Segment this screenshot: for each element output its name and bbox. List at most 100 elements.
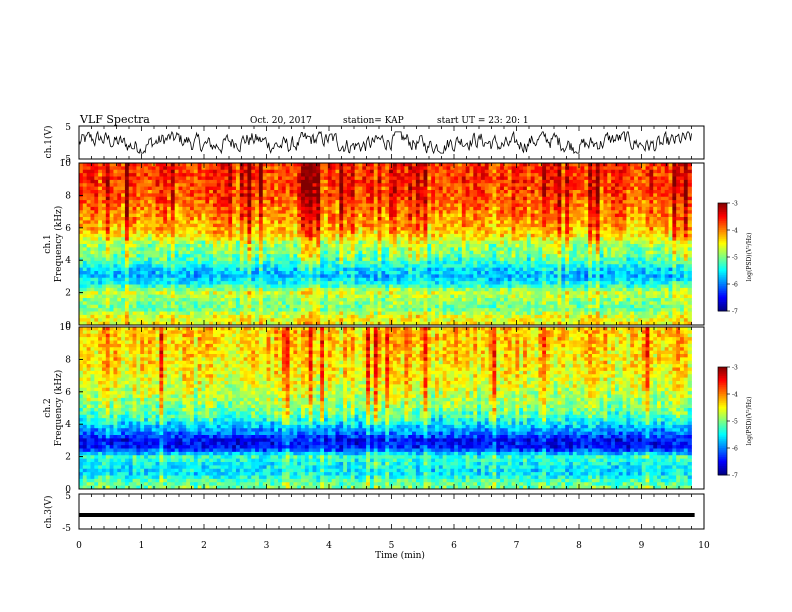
ch1-spectrogram-cell	[611, 251, 615, 255]
ch1-spectrogram-cell	[580, 254, 584, 258]
ch1-spectrogram-cell	[167, 163, 171, 167]
ch1-spectrogram-cell	[194, 200, 198, 204]
ch1-spectrogram-cell	[546, 163, 550, 167]
ch1-spectrogram-cell	[270, 197, 274, 201]
ch1-spectrogram-cell	[626, 220, 630, 224]
ch1-spectrogram-cell	[515, 234, 519, 238]
ch1-spectrogram-cell	[171, 166, 175, 170]
ch1-spectrogram-cell	[129, 170, 133, 174]
ch1-spectrogram-cell	[244, 163, 248, 167]
ch1-spectrogram-cell	[362, 190, 366, 194]
ch1-spectrogram-cell	[186, 180, 190, 184]
ch1-spectrogram-cell	[232, 210, 236, 214]
ch1-spectrogram-cell	[381, 258, 385, 262]
ch1-spectrogram-cell	[397, 234, 401, 238]
ch1-spectrogram-cell	[596, 247, 600, 251]
ch1-spectrogram-cell	[247, 183, 251, 187]
ch1-spectrogram-cell	[370, 166, 374, 170]
ch1-spectrogram-cell	[657, 204, 661, 208]
ch1-spectrogram-cell	[343, 234, 347, 238]
ch1-spectrogram-cell	[332, 180, 336, 184]
ch1-spectrogram-cell	[263, 170, 267, 174]
ch1-spectrogram-cell	[79, 237, 83, 241]
ch1-spectrogram-cell	[374, 258, 378, 262]
ch1-spectrogram-cell	[665, 217, 669, 221]
ch1-spectrogram-cell	[508, 237, 512, 241]
ch1-spectrogram-cell	[642, 258, 646, 262]
ch1-spectrogram-cell	[251, 197, 255, 201]
ch1-spectrogram-cell	[653, 247, 657, 251]
ch1-spectrogram-cell	[412, 190, 416, 194]
ch1-spectrogram-cell	[351, 197, 355, 201]
ch1-spectrogram-cell	[473, 258, 477, 262]
ch1-spectrogram-cell	[657, 261, 661, 265]
ch1-spectrogram-cell	[140, 241, 144, 245]
ch1-spectrogram-cell	[232, 217, 236, 221]
ch1-spectrogram-cell	[209, 166, 213, 170]
ch1-spectrogram-cell	[649, 163, 653, 167]
ch1-spectrogram-cell	[87, 200, 91, 204]
ch1-spectrogram-cell	[98, 214, 102, 218]
ch1-spectrogram-cell	[447, 210, 451, 214]
ch1-spectrogram-cell	[186, 251, 190, 255]
ch1-spectrogram-cell	[125, 231, 129, 235]
ch1-spectrogram-cell	[477, 200, 481, 204]
ch1-spectrogram-cell	[251, 231, 255, 235]
ch1-spectrogram-cell	[202, 227, 206, 231]
ch1-spectrogram-cell	[94, 237, 98, 241]
ch1-spectrogram-cell	[450, 234, 454, 238]
ch1-spectrogram-cell	[523, 234, 527, 238]
ch1-spectrogram-cell	[603, 204, 607, 208]
ch1-spectrogram-cell	[205, 244, 209, 248]
ch1-spectrogram-cell	[630, 251, 634, 255]
ch1-spectrogram-cell	[370, 220, 374, 224]
ch1-spectrogram-cell	[554, 220, 558, 224]
ch1-spectrogram-cell	[393, 177, 397, 181]
ch1-spectrogram-cell	[374, 210, 378, 214]
ch1-spectrogram-cell	[657, 241, 661, 245]
ch1-spectrogram-cell	[125, 210, 129, 214]
ch1-spectrogram-cell	[90, 210, 94, 214]
ch1-spectrogram-cell	[221, 210, 225, 214]
ch1-spectrogram-cell	[404, 204, 408, 208]
ch1-spectrogram-cell	[684, 261, 688, 265]
ch1-spectrogram-cell	[282, 187, 286, 191]
ch1-spectrogram-cell	[508, 234, 512, 238]
ch1-spectrogram-cell	[255, 166, 259, 170]
ch1-spectrogram-cell	[297, 210, 301, 214]
ch1-spectrogram-cell	[508, 187, 512, 191]
ch1-spectrogram-cell	[182, 234, 186, 238]
ch1-spectrogram-cell	[267, 251, 271, 255]
ch1-spectrogram-cell	[117, 237, 121, 241]
ch1-spectrogram-cell	[420, 207, 424, 211]
ch1-spectrogram-cell	[339, 231, 343, 235]
ch1-spectrogram-cell	[550, 220, 554, 224]
ch1-spectrogram-cell	[335, 166, 339, 170]
ch1-spectrogram-cell	[623, 261, 627, 265]
ch1-spectrogram-cell	[500, 193, 504, 197]
ch1-spectrogram-cell	[247, 261, 251, 265]
ch1-spectrogram-cell	[274, 190, 278, 194]
ch1-spectrogram-cell	[523, 217, 527, 221]
ch1-spectrogram-cell	[366, 220, 370, 224]
ch1-spectrogram-cell	[320, 163, 324, 167]
ch1-spectrogram-cell	[217, 214, 221, 218]
ch1-spectrogram-cell	[519, 234, 523, 238]
ch1-spectrogram-cell	[443, 166, 447, 170]
ch1-spectrogram-cell	[190, 193, 194, 197]
ch1-spectrogram-cell	[665, 166, 669, 170]
ch1-spectrogram-cell	[175, 187, 179, 191]
ch1-spectrogram-cell	[619, 180, 623, 184]
ch1-spectrogram-cell	[600, 207, 604, 211]
ch1-spectrogram-cell	[558, 237, 562, 241]
ch1-spectrogram-cell	[558, 207, 562, 211]
ch1-spectrogram-cell	[274, 217, 278, 221]
ch1-spectrogram-cell	[110, 177, 114, 181]
ch1-spectrogram-cell	[228, 197, 232, 201]
ch1-spectrogram-cell	[473, 187, 477, 191]
ch1-spectrogram-cell	[688, 258, 692, 262]
ch1-spectrogram-cell	[87, 183, 91, 187]
ch1-spectrogram-cell	[297, 187, 301, 191]
ch1-spectrogram-cell	[182, 163, 186, 167]
ch1-spectrogram-cell	[523, 193, 527, 197]
